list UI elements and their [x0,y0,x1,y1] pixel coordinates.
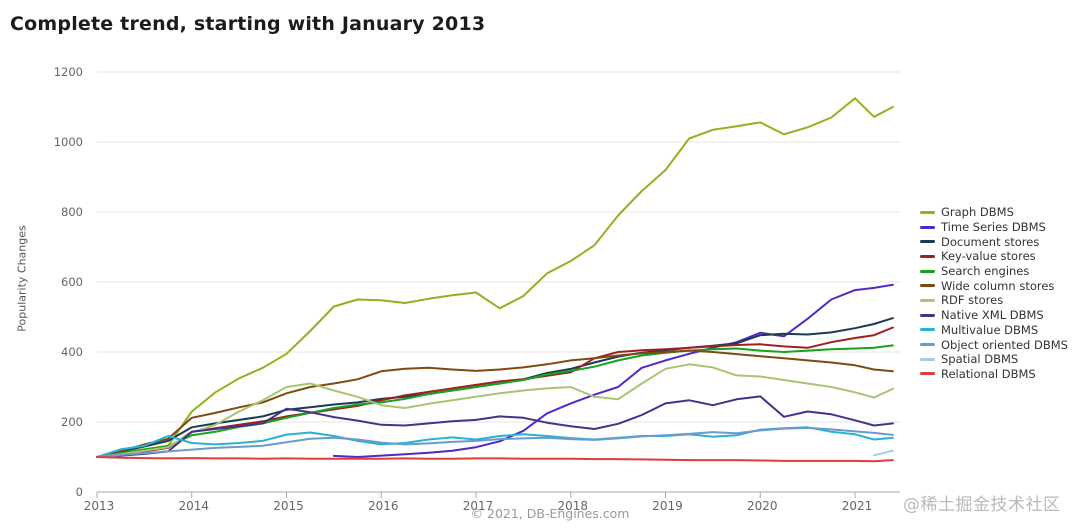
x-tick-label: 2019 [652,499,683,513]
series-line-spatial-dbms [873,449,894,457]
legend-swatch-time-series-dbms [920,225,935,229]
x-tick-label: 2020 [747,499,778,513]
chart-footer-credit: © 2021, DB-Engines.com [470,506,630,521]
legend-label: Object oriented DBMS [941,337,1068,352]
legend-label: Search engines [941,264,1030,279]
legend-item-rdf-stores: RDF stores [920,293,1068,308]
y-tick-label: 800 [61,205,83,219]
legend-label: Time Series DBMS [941,220,1046,235]
y-tick-label: 1200 [54,65,83,79]
legend-item-search-engines: Search engines [920,264,1068,279]
series-line-object-oriented-dbms [96,426,894,458]
legend-label: Wide column stores [941,278,1055,293]
legend-swatch-graph-dbms [920,210,935,214]
legend-swatch-relational-dbms [920,372,935,376]
legend-label: Native XML DBMS [941,308,1044,323]
legend-item-relational-dbms: Relational DBMS [920,367,1068,382]
y-tick-label: 400 [61,345,83,359]
legend-item-wide-column-stores: Wide column stores [920,278,1068,293]
legend-label: Graph DBMS [941,205,1014,220]
x-tick-label: 2013 [84,499,115,513]
legend-swatch-spatial-dbms [920,357,935,361]
legend-swatch-object-oriented-dbms [920,343,935,347]
page-title: Complete trend, starting with January 20… [10,13,486,35]
legend-item-key-value-stores: Key-value stores [920,249,1068,264]
chart-legend: Graph DBMS Time Series DBMS Document store… [920,205,1068,381]
legend-swatch-document-stores [920,240,935,244]
legend-item-object-oriented-dbms: Object oriented DBMS [920,337,1068,352]
x-tick-label: 2017 [463,499,494,513]
series-line-time-series-dbms [332,283,894,458]
legend-swatch-native-xml-dbms [920,313,935,317]
legend-label: Multivalue DBMS [941,322,1039,337]
legend-swatch-rdf-stores [920,298,935,302]
y-tick-label: 0 [76,485,83,499]
watermark-text: @稀土掘金技术社区 [903,495,1061,515]
y-tick-label: 1000 [54,135,83,149]
x-tick-label: 2021 [842,499,873,513]
legend-swatch-wide-column-stores [920,284,935,288]
y-tick-label: 200 [61,415,83,429]
series-line-search-engines [96,344,894,458]
legend-swatch-search-engines [920,269,935,273]
series-line-key-value-stores [96,326,894,458]
y-tick-label: 600 [61,275,83,289]
x-tick-label: 2016 [368,499,399,513]
legend-item-spatial-dbms: Spatial DBMS [920,352,1068,367]
series-line-graph-dbms [96,97,894,458]
series-line-relational-dbms [96,456,894,463]
series-line-wide-column-stores [96,349,894,458]
series-line-rdf-stores [96,363,894,458]
legend-item-multivalue-dbms: Multivalue DBMS [920,323,1068,338]
x-tick-label: 2015 [273,499,304,513]
legend-item-graph-dbms: Graph DBMS [920,205,1068,220]
legend-label: RDF stores [941,293,1004,308]
series-line-native-xml-dbms [96,395,894,458]
legend-item-time-series-dbms: Time Series DBMS [920,220,1068,235]
legend-swatch-multivalue-dbms [920,328,935,332]
legend-label: Key-value stores [941,249,1036,264]
legend-label: Document stores [941,234,1040,249]
legend-label: Spatial DBMS [941,352,1019,367]
legend-swatch-key-value-stores [920,254,935,258]
x-tick-label: 2014 [178,499,209,513]
legend-label: Relational DBMS [941,366,1036,381]
legend-item-document-stores: Document stores [920,234,1068,249]
legend-item-native-xml-dbms: Native XML DBMS [920,308,1068,323]
x-tick-label: 2018 [557,499,588,513]
y-axis-title: Popularity Changes [15,225,29,332]
